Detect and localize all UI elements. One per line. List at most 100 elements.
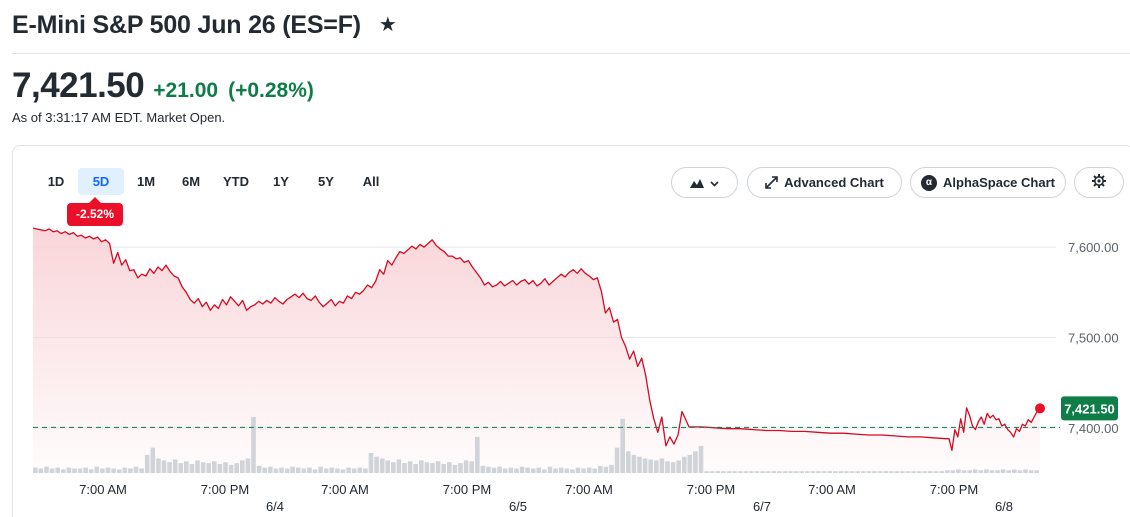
- volume-bar: [72, 468, 77, 473]
- volume-bar: [737, 471, 743, 473]
- volume-bar: [659, 458, 665, 473]
- range-1y[interactable]: 1Y: [273, 174, 289, 189]
- volume-bar: [956, 469, 961, 473]
- volume-bar: [318, 466, 323, 473]
- volume-bar: [66, 467, 72, 473]
- volume-bar: [195, 460, 200, 473]
- gear-icon: [1092, 174, 1106, 191]
- volume-bar: [301, 468, 307, 473]
- volume-bar: [916, 471, 922, 473]
- range-5y[interactable]: 5Y: [318, 174, 334, 189]
- alphaspace-chart-button[interactable]: α AlphaSpace Chart: [910, 167, 1066, 198]
- expand-icon: [765, 176, 778, 189]
- volume-bar: [419, 460, 424, 473]
- volume-bar: [894, 471, 900, 473]
- range-1d[interactable]: 1D: [47, 174, 65, 189]
- volume-bar: [693, 451, 698, 473]
- range-6m[interactable]: 6M: [181, 174, 201, 189]
- volume-bar: [178, 463, 184, 473]
- volume-bar: [94, 466, 100, 473]
- volume-bar: [771, 471, 777, 473]
- volume-bar: [743, 471, 749, 473]
- volume-bar: [357, 467, 363, 473]
- range-change-badge: -2.52%: [67, 197, 123, 226]
- range-ytd[interactable]: YTD: [223, 174, 249, 189]
- advanced-chart-button[interactable]: Advanced Chart: [747, 167, 902, 198]
- volume-bar: [61, 469, 66, 473]
- volume-bar: [279, 467, 284, 473]
- volume-bar: [525, 467, 530, 473]
- volume-bar: [323, 468, 329, 473]
- range-all[interactable]: All: [362, 174, 380, 189]
- volume-bar: [883, 471, 888, 473]
- volume-bar: [402, 463, 407, 473]
- volume-bar: [760, 471, 765, 473]
- volume-bar: [262, 467, 267, 473]
- volume-bar: [329, 467, 335, 473]
- volume-bar: [827, 471, 832, 473]
- x-tick-label: 7:00 AM: [565, 482, 613, 497]
- volume-bar: [508, 467, 514, 473]
- volume-bar: [514, 468, 519, 473]
- volume-bar: [351, 468, 357, 473]
- price-area-fill: [33, 228, 1040, 473]
- chart-settings-button[interactable]: [1074, 167, 1124, 198]
- volume-bar: [458, 463, 463, 473]
- volume-bar: [139, 468, 144, 473]
- volume-bar: [363, 468, 368, 473]
- volume-bar: [452, 464, 458, 473]
- volume-bar: [206, 463, 211, 473]
- last-price-badge-label: 7,421.50: [1064, 401, 1115, 416]
- volume-bar: [609, 464, 614, 473]
- volume-bar: [844, 471, 849, 473]
- volume-bar: [295, 467, 301, 473]
- range-1m[interactable]: 1M: [136, 174, 156, 189]
- x-date-label: 6/8: [995, 499, 1013, 514]
- volume-bar: [726, 471, 732, 473]
- volume-bar: [284, 468, 290, 473]
- volume-bar: [407, 461, 413, 473]
- volume-bar: [435, 461, 441, 473]
- volume-bar: [950, 470, 956, 473]
- volume-bar: [469, 461, 474, 473]
- x-tick-label: 7:00 AM: [808, 482, 856, 497]
- x-tick-label: 7:00 AM: [321, 482, 369, 497]
- volume-bar: [900, 471, 905, 473]
- x-tick-label: 7:00 AM: [79, 482, 127, 497]
- volume-bar: [77, 468, 83, 473]
- y-tick-label: 7,400.00: [1068, 421, 1119, 436]
- quote-row: 7,421.50 +21.00 (+0.28%): [12, 66, 314, 106]
- volume-bar: [396, 459, 402, 473]
- chart-type-button[interactable]: [671, 167, 738, 198]
- volume-bar: [430, 463, 435, 473]
- volume-bar: [698, 445, 704, 473]
- volume-bar: [631, 454, 637, 473]
- volume-bar: [497, 466, 502, 473]
- chart-card: [12, 145, 1130, 517]
- volume-bar: [732, 471, 737, 473]
- volume-bar: [1006, 470, 1011, 473]
- volume-bar: [1023, 469, 1028, 473]
- volume-bar: [536, 467, 542, 473]
- volume-bar: [749, 471, 754, 473]
- volume-bar: [547, 466, 553, 473]
- volume-bar: [519, 466, 525, 473]
- volume-bar: [346, 467, 351, 473]
- volume-bar: [849, 471, 855, 473]
- volume-bar: [212, 461, 217, 473]
- volume-bar: [379, 458, 385, 473]
- volume-bar: [984, 469, 989, 473]
- volume-bar: [251, 417, 256, 473]
- volume-bar: [172, 459, 178, 473]
- volume-bar: [1000, 469, 1006, 473]
- volume-bar: [570, 469, 575, 473]
- x-date-label: 6/4: [266, 499, 284, 514]
- volume-bar: [877, 471, 883, 473]
- volume-bar: [368, 453, 374, 473]
- volume-bar: [200, 462, 206, 473]
- x-date-label: 6/5: [509, 499, 527, 514]
- range-5d[interactable]: 5D: [78, 168, 124, 195]
- star-icon[interactable]: ★: [378, 14, 397, 36]
- volume-bar: [122, 467, 128, 473]
